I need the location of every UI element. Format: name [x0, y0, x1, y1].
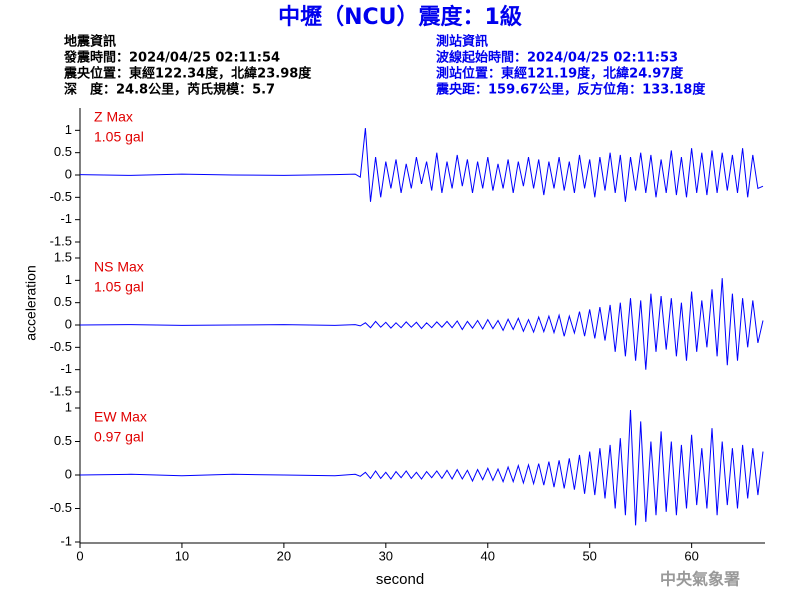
waveform: [79, 278, 764, 370]
info-line: 發震時間：2024/04/25 02:11:54: [63, 50, 280, 66]
y-tick-label: -1: [60, 211, 72, 226]
info-line: 測站資訊: [436, 34, 488, 50]
info-line: 地震資訊: [64, 34, 116, 50]
y-tick-label: 1: [65, 272, 72, 287]
x-tick-label: 30: [379, 548, 393, 563]
annotation: EW Max: [94, 409, 147, 425]
y-tick-label: -0.5: [50, 500, 72, 515]
x-tick-label: 10: [175, 548, 189, 563]
x-tick-label: 20: [277, 548, 291, 563]
annotation: Z Max: [94, 109, 133, 125]
quake-info: 地震資訊 發震時間：2024/04/25 02:11:54 震央位置：東經122…: [63, 34, 312, 98]
y-tick-label: 0: [65, 466, 72, 481]
x-tick-label: 60: [684, 548, 698, 563]
y-tick-label: 0: [65, 316, 72, 331]
annotation: 0.97 gal: [94, 429, 144, 445]
x-tick-label: 0: [76, 548, 83, 563]
info-line: 震央距：159.67公里，反方位角：133.18度: [435, 82, 706, 98]
y-tick-label: 0.5: [54, 144, 72, 159]
y-tick-label: -1: [60, 533, 72, 548]
y-tick-label: -0.5: [50, 339, 72, 354]
x-tick-label: 40: [481, 548, 495, 563]
y-tick-label: 0: [65, 166, 72, 181]
y-tick-label: 1: [65, 399, 72, 414]
y-tick-label: 1.5: [54, 249, 72, 264]
station-info: 測站資訊 波線起始時間：2024/04/25 02:11:53 測站位置：東經1…: [435, 34, 706, 98]
y-tick-label: -1: [60, 361, 72, 376]
y-tick-label: -1.5: [50, 233, 72, 248]
info-line: 深 度：24.8公里，芮氏規模：5.7: [64, 82, 275, 98]
y-tick-label: -1.5: [50, 383, 72, 398]
info-line: 震央位置：東經122.34度，北緯23.98度: [63, 66, 312, 82]
y-axis-label: acceleration: [23, 265, 39, 341]
x-axis-label: second: [376, 571, 424, 588]
title: 中壢（NCU）震度：1級: [278, 4, 522, 30]
x-tick-label: 50: [582, 548, 596, 563]
annotation: NS Max: [94, 259, 144, 275]
y-tick-label: -0.5: [50, 189, 72, 204]
waveform: [79, 409, 764, 526]
info-line: 波線起始時間：2024/04/25 02:11:53: [436, 50, 678, 66]
y-tick-label: 0.5: [54, 294, 72, 309]
annotation: 1.05 gal: [94, 279, 144, 295]
waveform: [79, 128, 764, 202]
annotation: 1.05 gal: [94, 129, 144, 145]
info-line: 測站位置：東經121.19度，北緯24.97度: [436, 66, 684, 82]
y-tick-label: 1: [65, 122, 72, 137]
watermark: 中央氣象署: [660, 570, 740, 589]
y-tick-label: 0.5: [54, 433, 72, 448]
